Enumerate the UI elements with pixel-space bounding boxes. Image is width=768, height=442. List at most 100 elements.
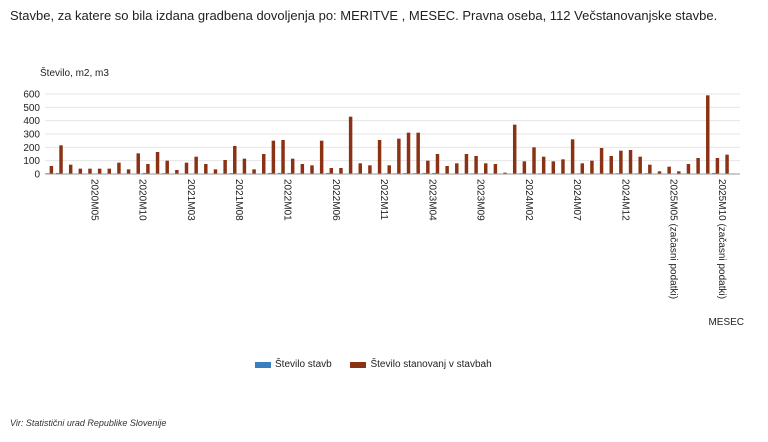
bar-stanovanja[interactable] xyxy=(290,158,295,174)
bar-stanovanja[interactable] xyxy=(368,165,372,174)
bar-stanovanja[interactable] xyxy=(599,148,604,174)
bar-stanovanja[interactable] xyxy=(319,140,324,174)
legend: Število stavb Število stanovanj v stavba… xyxy=(255,359,508,371)
bar-stanovanja[interactable] xyxy=(348,116,353,174)
bar-stanovanja[interactable] xyxy=(406,132,411,174)
x-tick-label: 2020M05 xyxy=(88,179,99,221)
y-tick-label: 200 xyxy=(23,143,40,154)
bar-stavbe[interactable] xyxy=(142,172,147,174)
bar-stanovanja[interactable] xyxy=(416,132,420,174)
bar-stanovanja[interactable] xyxy=(484,163,488,174)
bar-stanovanja[interactable] xyxy=(175,170,179,174)
bar-stanovanja[interactable] xyxy=(609,156,613,174)
legend-item-stanovanja[interactable]: Število stanovanj v stavbah xyxy=(350,359,492,370)
bar-stanovanja[interactable] xyxy=(387,165,391,174)
bar-stavbe[interactable] xyxy=(326,172,330,174)
bar-stanovanja[interactable] xyxy=(455,163,459,174)
bar-stanovanja[interactable] xyxy=(541,156,546,174)
bar-stanovanja[interactable] xyxy=(638,156,642,174)
bar-stanovanja[interactable] xyxy=(271,140,276,174)
bar-stanovanja[interactable] xyxy=(435,154,440,174)
bar-stanovanja[interactable] xyxy=(184,162,189,174)
bar-stanovanja[interactable] xyxy=(88,168,92,174)
bar-stavbe[interactable] xyxy=(712,172,716,174)
bar-stanovanja[interactable] xyxy=(126,169,131,174)
x-tick-label: 2021M08 xyxy=(233,179,244,221)
bar-stanovanja[interactable] xyxy=(493,164,498,174)
bar-stanovanja[interactable] xyxy=(570,139,575,174)
bar-stanovanja[interactable] xyxy=(464,154,469,174)
chart-title: Stavbe, za katere so bila izdana gradben… xyxy=(10,8,718,23)
x-tick-label: 2025M10 (začasni podatki) xyxy=(716,179,727,299)
bar-stavbe[interactable] xyxy=(287,172,291,174)
bar-stanovanja[interactable] xyxy=(165,160,169,174)
bar-stanovanja[interactable] xyxy=(561,159,565,174)
bar-stanovanja[interactable] xyxy=(155,152,160,174)
bar-stanovanja[interactable] xyxy=(78,168,83,174)
bar-stanovanja[interactable] xyxy=(300,164,305,174)
bar-stanovanja[interactable] xyxy=(97,168,102,174)
bar-stanovanja[interactable] xyxy=(146,164,150,174)
bar-stanovanja[interactable] xyxy=(117,162,121,174)
y-tick-label: 100 xyxy=(23,156,40,167)
bar-stanovanja[interactable] xyxy=(445,166,449,174)
bar-stanovanja[interactable] xyxy=(696,158,700,174)
bar-stanovanja[interactable] xyxy=(590,160,594,174)
legend-swatch-stanovanja xyxy=(350,361,367,368)
x-tick-label: 2024M07 xyxy=(571,179,582,221)
bar-stanovanja[interactable] xyxy=(136,153,140,174)
bar-stanovanja[interactable] xyxy=(204,164,208,174)
bar-stanovanja[interactable] xyxy=(68,164,73,174)
bar-stanovanja[interactable] xyxy=(329,168,334,174)
source-note: Vir: Statistični urad Republike Slovenij… xyxy=(10,418,167,428)
bar-stanovanja[interactable] xyxy=(49,166,54,174)
legend-swatch-stavbe xyxy=(255,361,271,368)
bar-stanovanja[interactable] xyxy=(107,168,112,174)
bar-stanovanja[interactable] xyxy=(59,145,63,174)
x-tick-label: 2022M06 xyxy=(330,179,341,221)
legend-item-stavbe[interactable]: Število stavb xyxy=(255,359,332,370)
bar-stanovanja[interactable] xyxy=(551,161,556,174)
bar-stanovanja[interactable] xyxy=(657,171,662,174)
bar-stanovanja[interactable] xyxy=(261,154,266,174)
y-tick-label: 500 xyxy=(23,103,40,114)
bar-stanovanja[interactable] xyxy=(310,165,314,174)
bar-stanovanja[interactable] xyxy=(242,158,247,174)
bar-stavbe[interactable] xyxy=(277,172,282,174)
bar-stanovanja[interactable] xyxy=(233,146,237,174)
bar-stavbe[interactable] xyxy=(422,172,427,174)
bar-stanovanja[interactable] xyxy=(677,171,681,174)
bar-stanovanja[interactable] xyxy=(648,164,652,174)
bar-stanovanja[interactable] xyxy=(213,169,218,174)
bar-stanovanja[interactable] xyxy=(339,168,343,174)
bar-stanovanja[interactable] xyxy=(358,163,362,174)
bar-stanovanja[interactable] xyxy=(667,166,671,174)
bar-stanovanja[interactable] xyxy=(628,150,633,174)
bar-stanovanja[interactable] xyxy=(377,140,382,174)
bar-stanovanja[interactable] xyxy=(580,163,585,174)
x-tick-label: 2024M12 xyxy=(619,179,630,221)
bar-stanovanja[interactable] xyxy=(194,156,198,174)
bar-stanovanja[interactable] xyxy=(532,147,536,174)
bar-stavbe[interactable] xyxy=(268,172,272,174)
bar-stanovanja[interactable] xyxy=(522,161,527,174)
bar-stanovanja[interactable] xyxy=(474,156,478,174)
bar-stanovanja[interactable] xyxy=(706,95,710,174)
bar-stanovanja[interactable] xyxy=(512,124,517,174)
bar-stanovanja[interactable] xyxy=(503,172,507,174)
bar-stanovanja[interactable] xyxy=(426,160,430,174)
bar-stanovanja[interactable] xyxy=(686,164,691,174)
bar-stanovanja[interactable] xyxy=(715,158,720,174)
bar-stanovanja[interactable] xyxy=(223,160,227,174)
y-axis-ticks: 0 100 200 300 400 500 600 xyxy=(23,90,40,181)
y-tick-label: 400 xyxy=(23,116,40,127)
bar-stavbe[interactable] xyxy=(432,172,436,174)
bar-stanovanja[interactable] xyxy=(397,138,401,174)
bar-stanovanja[interactable] xyxy=(281,140,285,174)
bar-stanovanja[interactable] xyxy=(619,150,623,174)
bar-stanovanja[interactable] xyxy=(725,154,729,174)
bar-stavbe[interactable] xyxy=(55,172,60,174)
y-tick-label: 600 xyxy=(23,90,40,101)
bar-stanovanja[interactable] xyxy=(252,169,256,174)
y-tick-label: 300 xyxy=(23,130,40,141)
